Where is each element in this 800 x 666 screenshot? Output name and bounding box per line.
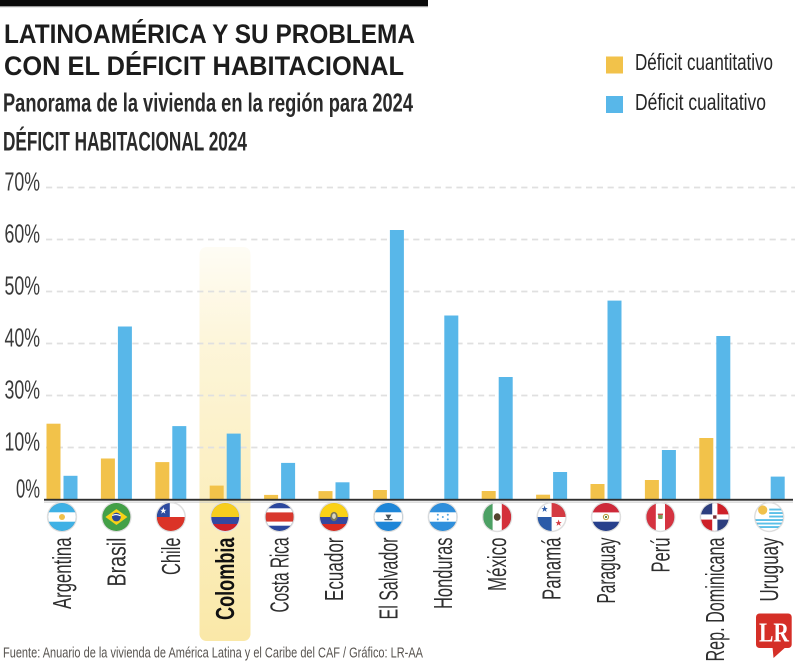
svg-text:Colombia: Colombia [210,537,240,620]
svg-text:Uruguay: Uruguay [754,538,784,602]
svg-text:Brasil: Brasil [101,538,131,587]
svg-text:Honduras: Honduras [428,538,458,610]
svg-text:El Salvador: El Salvador [373,537,403,619]
svg-text:DÉFICIT HABITACIONAL 2024: DÉFICIT HABITACIONAL 2024 [3,126,247,157]
svg-text:0%: 0% [16,474,40,504]
svg-text:Costa Rica: Costa Rica [265,537,295,612]
svg-text:México: México [482,538,512,592]
svg-text:Fuente: Anuario de la vivienda: Fuente: Anuario de la vivienda de Améric… [3,645,423,662]
svg-text:Panamá: Panamá [537,537,567,600]
svg-text:Perú: Perú [645,538,675,573]
svg-text:70%: 70% [5,167,41,197]
svg-text:LR: LR [759,618,789,648]
svg-text:Déficit cualitativo: Déficit cualitativo [635,89,766,115]
svg-text:40%: 40% [5,323,41,353]
svg-text:50%: 50% [5,271,41,301]
svg-text:Paraguay: Paraguay [591,538,621,604]
svg-text:Rep. Dominicana: Rep. Dominicana [700,537,730,661]
svg-text:Chile: Chile [156,538,186,576]
svg-text:CON EL DÉFICIT HABITACIONAL: CON EL DÉFICIT HABITACIONAL [4,50,404,81]
svg-text:60%: 60% [5,219,41,249]
svg-text:Ecuador: Ecuador [319,537,349,601]
svg-text:Argentina: Argentina [47,537,77,609]
svg-text:Déficit cuantitativo: Déficit cuantitativo [635,49,773,75]
svg-text:Panorama de la vivienda en la: Panorama de la vivienda en la región par… [3,88,413,118]
svg-text:30%: 30% [5,375,41,405]
svg-text:LATINOAMÉRICA Y SU PROBLEMA: LATINOAMÉRICA Y SU PROBLEMA [4,18,415,49]
svg-text:10%: 10% [5,427,41,457]
